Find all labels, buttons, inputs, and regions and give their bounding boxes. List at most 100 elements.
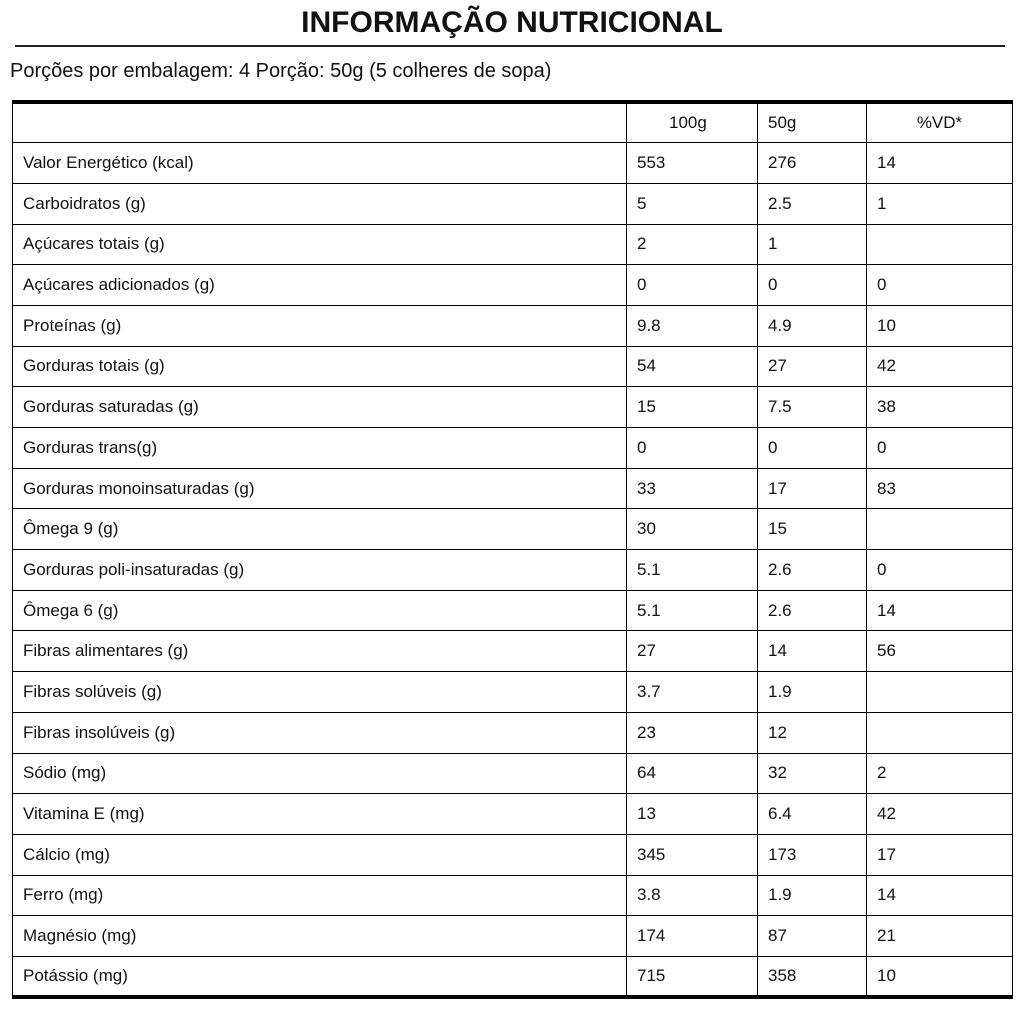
value-cell: 0: [757, 264, 867, 306]
value-cell: 15: [757, 508, 867, 551]
value-cell: [866, 508, 1013, 551]
value-cell: 100g: [626, 101, 758, 144]
nutrient-cell: Valor Energético (kcal): [12, 142, 627, 184]
table-row: Magnésio (mg) 174 87 21: [12, 915, 1013, 957]
value-cell: 14: [866, 874, 1013, 917]
value-cell: 30: [626, 508, 758, 551]
nutrient-cell: Gorduras trans(g): [12, 427, 627, 469]
table-row: Valor Energético (kcal) 553 276 14: [12, 142, 1013, 184]
table-row: Gorduras totais (g) 54 27 42: [12, 345, 1013, 388]
nutrient-cell: Fibras insolúveis (g): [12, 711, 627, 754]
nutrient-cell: Gorduras poli-insaturadas (g): [12, 549, 627, 591]
value-cell: 87: [757, 915, 867, 957]
nutrient-cell: Gorduras saturadas (g): [12, 386, 627, 428]
value-cell: 56: [866, 630, 1013, 673]
nutrient-cell: Ômega 6 (g): [12, 589, 627, 632]
table-row: Gorduras saturadas (g) 15 7.5 38: [12, 386, 1013, 428]
value-cell: 5: [626, 182, 758, 225]
value-cell: [866, 671, 1013, 713]
value-cell: [866, 711, 1013, 754]
value-cell: 5.1: [626, 589, 758, 632]
value-cell: 1: [757, 223, 867, 266]
value-cell: 50g: [757, 101, 867, 144]
nutrient-cell: Potássio (mg): [12, 955, 627, 998]
table-row: Carboidratos (g) 5 2.5 1: [12, 182, 1013, 225]
value-cell: 42: [866, 345, 1013, 388]
value-cell: 2: [866, 752, 1013, 795]
value-cell: 10: [866, 955, 1013, 998]
value-cell: 9.8: [626, 304, 758, 347]
value-cell: 276: [757, 142, 867, 184]
table-row: Sódio (mg) 64 32 2: [12, 752, 1013, 795]
value-cell: 14: [866, 142, 1013, 184]
value-cell: 14: [866, 589, 1013, 632]
nutrient-cell: Proteínas (g): [12, 304, 627, 347]
nutrient-cell: Sódio (mg): [12, 752, 627, 795]
value-cell: 7.5: [757, 386, 867, 428]
nutrient-cell: Ômega 9 (g): [12, 508, 627, 551]
value-cell: 5.1: [626, 549, 758, 591]
title: INFORMAÇÃO NUTRICIONAL: [301, 6, 723, 39]
table-row: Fibras insolúveis (g) 23 12: [12, 711, 1013, 754]
nutrient-cell: Cálcio (mg): [12, 833, 627, 876]
value-cell: 83: [866, 467, 1013, 510]
table-row: Fibras solúveis (g) 3.7 1.9: [12, 671, 1013, 713]
value-cell: 64: [626, 752, 758, 795]
value-cell: 2.6: [757, 589, 867, 632]
title-rule: [15, 45, 1005, 47]
value-cell: 54: [626, 345, 758, 388]
value-cell: 17: [866, 833, 1013, 876]
table-row: Açúcares adicionados (g) 0 0 0: [12, 264, 1013, 306]
value-cell: 3.8: [626, 874, 758, 917]
nutrient-cell: Açúcares adicionados (g): [12, 264, 627, 306]
value-cell: 345: [626, 833, 758, 876]
value-cell: 33: [626, 467, 758, 510]
value-cell: 4.9: [757, 304, 867, 347]
value-cell: 1.9: [757, 874, 867, 917]
value-cell: 13: [626, 793, 758, 835]
value-cell: 3.7: [626, 671, 758, 713]
value-cell: 174: [626, 915, 758, 957]
value-cell: 0: [757, 427, 867, 469]
value-cell: 42: [866, 793, 1013, 835]
table-row: Potássio (mg) 715 358 10: [12, 955, 1013, 998]
header-row: 100g 50g %VD*: [12, 101, 1013, 144]
value-cell: 1.9: [757, 671, 867, 713]
value-cell: %VD*: [866, 101, 1013, 144]
value-cell: 17: [757, 467, 867, 510]
value-cell: 6.4: [757, 793, 867, 835]
value-cell: 173: [757, 833, 867, 876]
table-row: Proteínas (g) 9.8 4.9 10: [12, 304, 1013, 347]
table-row: Vitamina E (mg) 13 6.4 42: [12, 793, 1013, 835]
subtitle: Porções por embalagem: 4 Porção: 50g (5 …: [10, 60, 552, 82]
value-cell: 358: [757, 955, 867, 998]
nutrient-cell: Gorduras monoinsaturadas (g): [12, 467, 627, 510]
value-cell: 553: [626, 142, 758, 184]
nutrient-cell: Magnésio (mg): [12, 915, 627, 957]
nutrient-cell: [12, 101, 627, 144]
value-cell: 23: [626, 711, 758, 754]
nutrient-cell: Açúcares totais (g): [12, 223, 627, 266]
nutrient-cell: Fibras alimentares (g): [12, 630, 627, 673]
value-cell: 2.6: [757, 549, 867, 591]
value-cell: 715: [626, 955, 758, 998]
value-cell: 27: [626, 630, 758, 673]
value-cell: 32: [757, 752, 867, 795]
value-cell: 12: [757, 711, 867, 754]
value-cell: 21: [866, 915, 1013, 957]
value-cell: 0: [866, 264, 1013, 306]
value-cell: 10: [866, 304, 1013, 347]
table-row: Ômega 6 (g) 5.1 2.6 14: [12, 589, 1013, 632]
value-cell: 14: [757, 630, 867, 673]
value-cell: 2.5: [757, 182, 867, 225]
table-row: Ferro (mg) 3.8 1.9 14: [12, 874, 1013, 917]
value-cell: 0: [866, 427, 1013, 469]
value-cell: 0: [626, 264, 758, 306]
value-cell: 38: [866, 386, 1013, 428]
table-row: Ômega 9 (g) 30 15: [12, 508, 1013, 551]
nutrient-cell: Gorduras totais (g): [12, 345, 627, 388]
nutrient-cell: Ferro (mg): [12, 874, 627, 917]
table-row: Açúcares totais (g) 2 1: [12, 223, 1013, 266]
value-cell: 0: [866, 549, 1013, 591]
